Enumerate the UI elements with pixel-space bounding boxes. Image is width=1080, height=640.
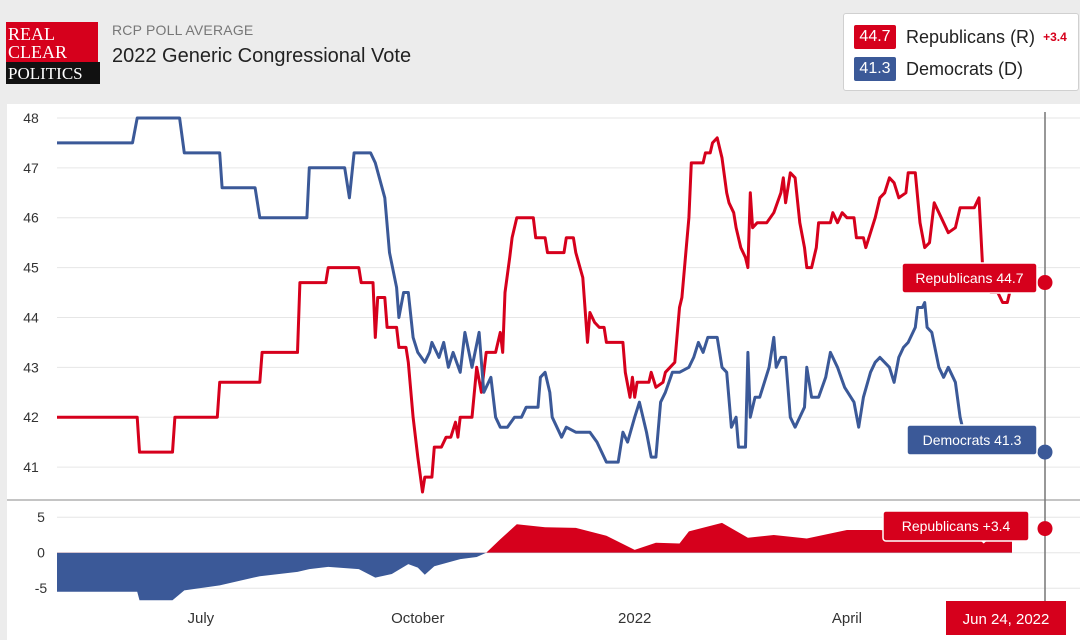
chart-header: REAL CLEAR POLITICS RCP POLL AVERAGE 202… xyxy=(0,0,1080,104)
legend-value-democrats: 41.3 xyxy=(854,57,896,81)
x-tick-label: October xyxy=(391,610,444,627)
y-tick-label: 47 xyxy=(23,160,39,176)
y-tick-label: 44 xyxy=(23,309,39,325)
end-label-democrats: Democrats 41.3 xyxy=(906,424,1038,456)
end-label-republicans-text: Republicans 44.7 xyxy=(915,270,1023,286)
y-tick-label: 43 xyxy=(23,359,39,375)
x-tick-label: April xyxy=(832,610,862,627)
logo-text-politics: POLITICS xyxy=(8,64,83,83)
y-tick-label: 42 xyxy=(23,409,39,425)
series-line-democrats xyxy=(57,116,981,464)
end-label-spread-box xyxy=(882,510,1030,542)
spread-tick-label: 5 xyxy=(37,509,45,525)
logo-text-clear: CLEAR xyxy=(8,42,67,62)
x-tick-label: July xyxy=(187,610,214,627)
spread-tick-label: -5 xyxy=(35,580,48,596)
end-marker-spread xyxy=(1037,521,1053,537)
spread-area-republican xyxy=(57,522,1012,553)
rcp-logo: REAL CLEAR POLITICS xyxy=(6,22,100,84)
end-marker-republicans xyxy=(1037,275,1053,291)
y-tick-label: 41 xyxy=(23,459,39,475)
poll-chart[interactable]: 41 42 43 44 45 46 47 48 5 0 -5 July October 2022 April… xyxy=(7,104,1080,640)
legend-value-republicans: 44.7 xyxy=(854,25,896,49)
legend-spread: +3.4 xyxy=(1043,30,1067,44)
logo-text-real: REAL xyxy=(8,24,55,44)
y-tick-label: 46 xyxy=(23,210,39,226)
date-marker-text: Jun 24, 2022 xyxy=(963,611,1050,628)
chart-title: 2022 Generic Congressional Vote xyxy=(112,45,412,67)
date-marker-box xyxy=(946,601,1066,635)
legend-label-democrats: Democrats (D) xyxy=(906,58,1024,79)
spread-tick-label: 0 xyxy=(37,545,45,561)
end-label-republicans: Republicans 44.7 xyxy=(901,262,1038,294)
end-label-spread: Republicans +3.4 xyxy=(882,510,1030,542)
poll-average-label: RCP POLL AVERAGE xyxy=(112,22,254,38)
legend: 44.7 Republicans (R) +3.4 41.3 Democrats… xyxy=(843,13,1079,91)
spread-area-democrat xyxy=(57,552,487,601)
series-line-republicans xyxy=(57,136,1014,494)
date-marker: Jun 24, 2022 xyxy=(946,601,1066,635)
y-tick-label: 45 xyxy=(23,260,39,276)
end-label-spread-text: Republicans +3.4 xyxy=(902,518,1011,534)
x-tick-label: 2022 xyxy=(618,610,651,627)
legend-item-republicans[interactable]: 44.7 Republicans (R) +3.4 xyxy=(854,25,1067,49)
end-label-republicans-box xyxy=(901,262,1038,294)
chart-area[interactable]: 41 42 43 44 45 46 47 48 5 0 -5 July October 2022 April… xyxy=(7,104,1080,640)
end-label-democrats-text: Democrats 41.3 xyxy=(923,432,1022,448)
y-tick-label: 48 xyxy=(23,110,39,126)
end-label-democrats-box xyxy=(906,424,1038,456)
legend-item-democrats[interactable]: 41.3 Democrats (D) xyxy=(854,57,1023,81)
legend-label-republicans: Republicans (R) xyxy=(906,26,1036,47)
end-marker-democrats xyxy=(1037,444,1053,460)
